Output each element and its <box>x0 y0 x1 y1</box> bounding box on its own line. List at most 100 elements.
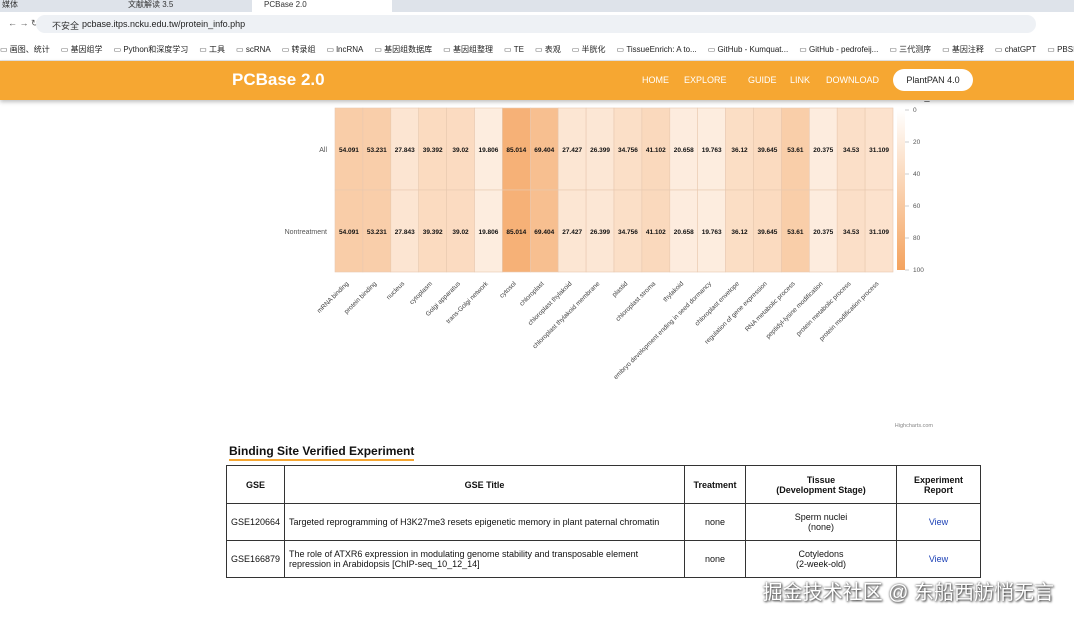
tissue-cell: Sperm nuclei (none) <box>745 503 897 541</box>
header-cell: GSE <box>225 465 286 504</box>
cell-label: 20.658 <box>674 229 694 236</box>
header-row: GSE GSE Title Treatment Tissue (Developme… <box>225 465 981 504</box>
bookmark[interactable]: 表观 <box>535 45 561 54</box>
heatmap-cell <box>836 189 866 273</box>
tissue-line: (none) <box>807 522 834 532</box>
bookmark[interactable]: 基因注释 <box>942 45 984 54</box>
heatmap-cell <box>808 189 838 273</box>
cell-label: 39.645 <box>758 147 778 154</box>
y-tick-label: All <box>319 147 327 154</box>
watermark: 掘金技术社区 @ 东船西舫悄无言 <box>762 582 1054 604</box>
bookmark[interactable]: 画图、统计 <box>0 45 50 54</box>
heatmap-cell <box>334 107 364 191</box>
treatment-cell: none <box>684 503 746 541</box>
bookmark[interactable]: lncRNA <box>326 45 363 54</box>
heatmap-cell <box>390 107 419 191</box>
menu-icon: ≡ <box>924 94 930 106</box>
heatmap-cell <box>390 189 419 273</box>
cell-label: 85.014 <box>506 147 526 154</box>
header-cell: Tissue (Development Stage) <box>745 465 897 504</box>
cell-label: 36.12 <box>731 229 748 236</box>
color-axis <box>897 110 905 270</box>
header-line: Tissue <box>806 474 836 485</box>
tissue-cell: Cotyledons (2-week-old) <box>745 540 897 578</box>
row: GSE166879 The role of ATXR6 expression i… <box>225 540 981 578</box>
heatmap-cell <box>502 189 531 273</box>
y-tick-label: Nontreatment <box>285 229 327 236</box>
x-tick-label: plastid <box>611 280 630 299</box>
header-line: Experiment <box>913 474 964 485</box>
heatmap-cell <box>362 189 392 273</box>
nav-link[interactable]: HOME <box>642 75 669 85</box>
cell-label: 41.102 <box>646 147 666 154</box>
heatmap-cell <box>697 189 726 273</box>
color-tick-label: 0 <box>913 107 917 114</box>
view-link[interactable]: View <box>896 540 981 578</box>
cell-label: 53.231 <box>367 147 387 154</box>
heatmap-cell <box>446 107 475 191</box>
header-cell: GSE Title <box>284 465 685 504</box>
nav-link[interactable]: LINK <box>790 75 811 85</box>
bookmark[interactable]: 基因组数据库 <box>374 45 432 54</box>
tissue-line: Cotyledons <box>798 549 844 559</box>
view-link[interactable]: View <box>896 503 981 541</box>
heatmap-cell <box>781 107 810 191</box>
cell-label: 36.12 <box>731 147 748 154</box>
chart-credits: Highcharts.com <box>895 423 934 429</box>
bookmark[interactable]: 转录组 <box>282 45 316 54</box>
bookmark[interactable]: chatGPT <box>995 45 1036 54</box>
bookmark[interactable]: 半胱化 <box>572 45 606 54</box>
bookmark[interactable]: 工具 <box>199 45 225 54</box>
url: pcbase.itps.ncku.edu.tw/protein_info.php <box>82 19 246 29</box>
cell-label: 19.763 <box>702 229 722 236</box>
cell-label: 34.756 <box>618 147 638 154</box>
bookmark[interactable]: TissueEnrich: A to... <box>617 45 697 54</box>
nav-link[interactable]: EXPLORE <box>684 75 727 85</box>
tissue-line: Sperm nuclei <box>794 512 848 522</box>
security-label: 不安全 <box>52 21 80 31</box>
url-field[interactable]: 不安全 pcbase.itps.ncku.edu.tw/protein_info… <box>36 15 1036 33</box>
bookmark[interactable]: scRNA <box>236 45 271 54</box>
nav-link[interactable]: GUIDE <box>748 75 777 85</box>
color-tick-label: 100 <box>913 267 924 274</box>
bookmark[interactable]: 三代测序 <box>889 45 931 54</box>
cell-label: 26.399 <box>590 147 610 154</box>
title-cell: Targeted reprogramming of H3K27me3 reset… <box>284 503 685 541</box>
nav-link[interactable]: DOWNLOAD <box>826 75 880 85</box>
bookmark[interactable]: GitHub - Kumquat... <box>708 45 788 54</box>
bookmark[interactable]: TE <box>504 45 524 54</box>
heatmap-cell <box>669 107 698 191</box>
cell-label: 34.53 <box>843 229 860 236</box>
experiment-table: GSE GSE Title Treatment Tissue (Developme… <box>225 465 981 578</box>
heatmap-cell <box>613 189 643 273</box>
bookmark[interactable]: Python和深度学习 <box>114 45 189 54</box>
cell-label: 27.843 <box>395 147 415 154</box>
tab[interactable]: PCBase 2.0 <box>252 0 392 12</box>
color-tick-label: 60 <box>913 203 921 210</box>
heatmap-cell <box>502 107 531 191</box>
cell-label: 19.806 <box>479 147 499 154</box>
cell-label: 41.102 <box>646 229 666 236</box>
address-bar: ← → ↻ 不安全 pcbase.itps.ncku.edu.tw/protei… <box>0 12 1074 36</box>
x-tick-label: protein modification process <box>818 280 881 343</box>
logo[interactable]: PCBase 2.0 <box>232 70 325 89</box>
heatmap-cell <box>529 107 559 191</box>
bookmark[interactable]: 基因组整理 <box>443 45 493 54</box>
cell-label: 39.392 <box>423 147 443 154</box>
heatmap-cell <box>725 189 754 273</box>
tab[interactable]: 文献解读 3.5 <box>128 0 174 9</box>
heatmap-cell <box>641 107 671 191</box>
header-line: (Development Stage) <box>776 484 866 495</box>
cell-label: 53.61 <box>787 229 804 236</box>
cell-label: 27.427 <box>562 229 582 236</box>
bookmark[interactable]: 基因组学 <box>61 45 103 54</box>
cell-label: 53.231 <box>367 229 387 236</box>
tab[interactable]: 媒体 <box>2 0 18 9</box>
bookmark[interactable]: GitHub - pedrofeij... <box>799 45 878 54</box>
plantpan-button[interactable]: PlantPAN 4.0 <box>893 69 973 91</box>
nav-buttons[interactable]: ← → ↻ <box>8 18 39 28</box>
cell-label: 69.404 <box>534 229 554 236</box>
bookmark[interactable]: PBSIM <box>1047 45 1074 54</box>
x-tick-label: embryo development ending in seed dorman… <box>613 280 714 381</box>
